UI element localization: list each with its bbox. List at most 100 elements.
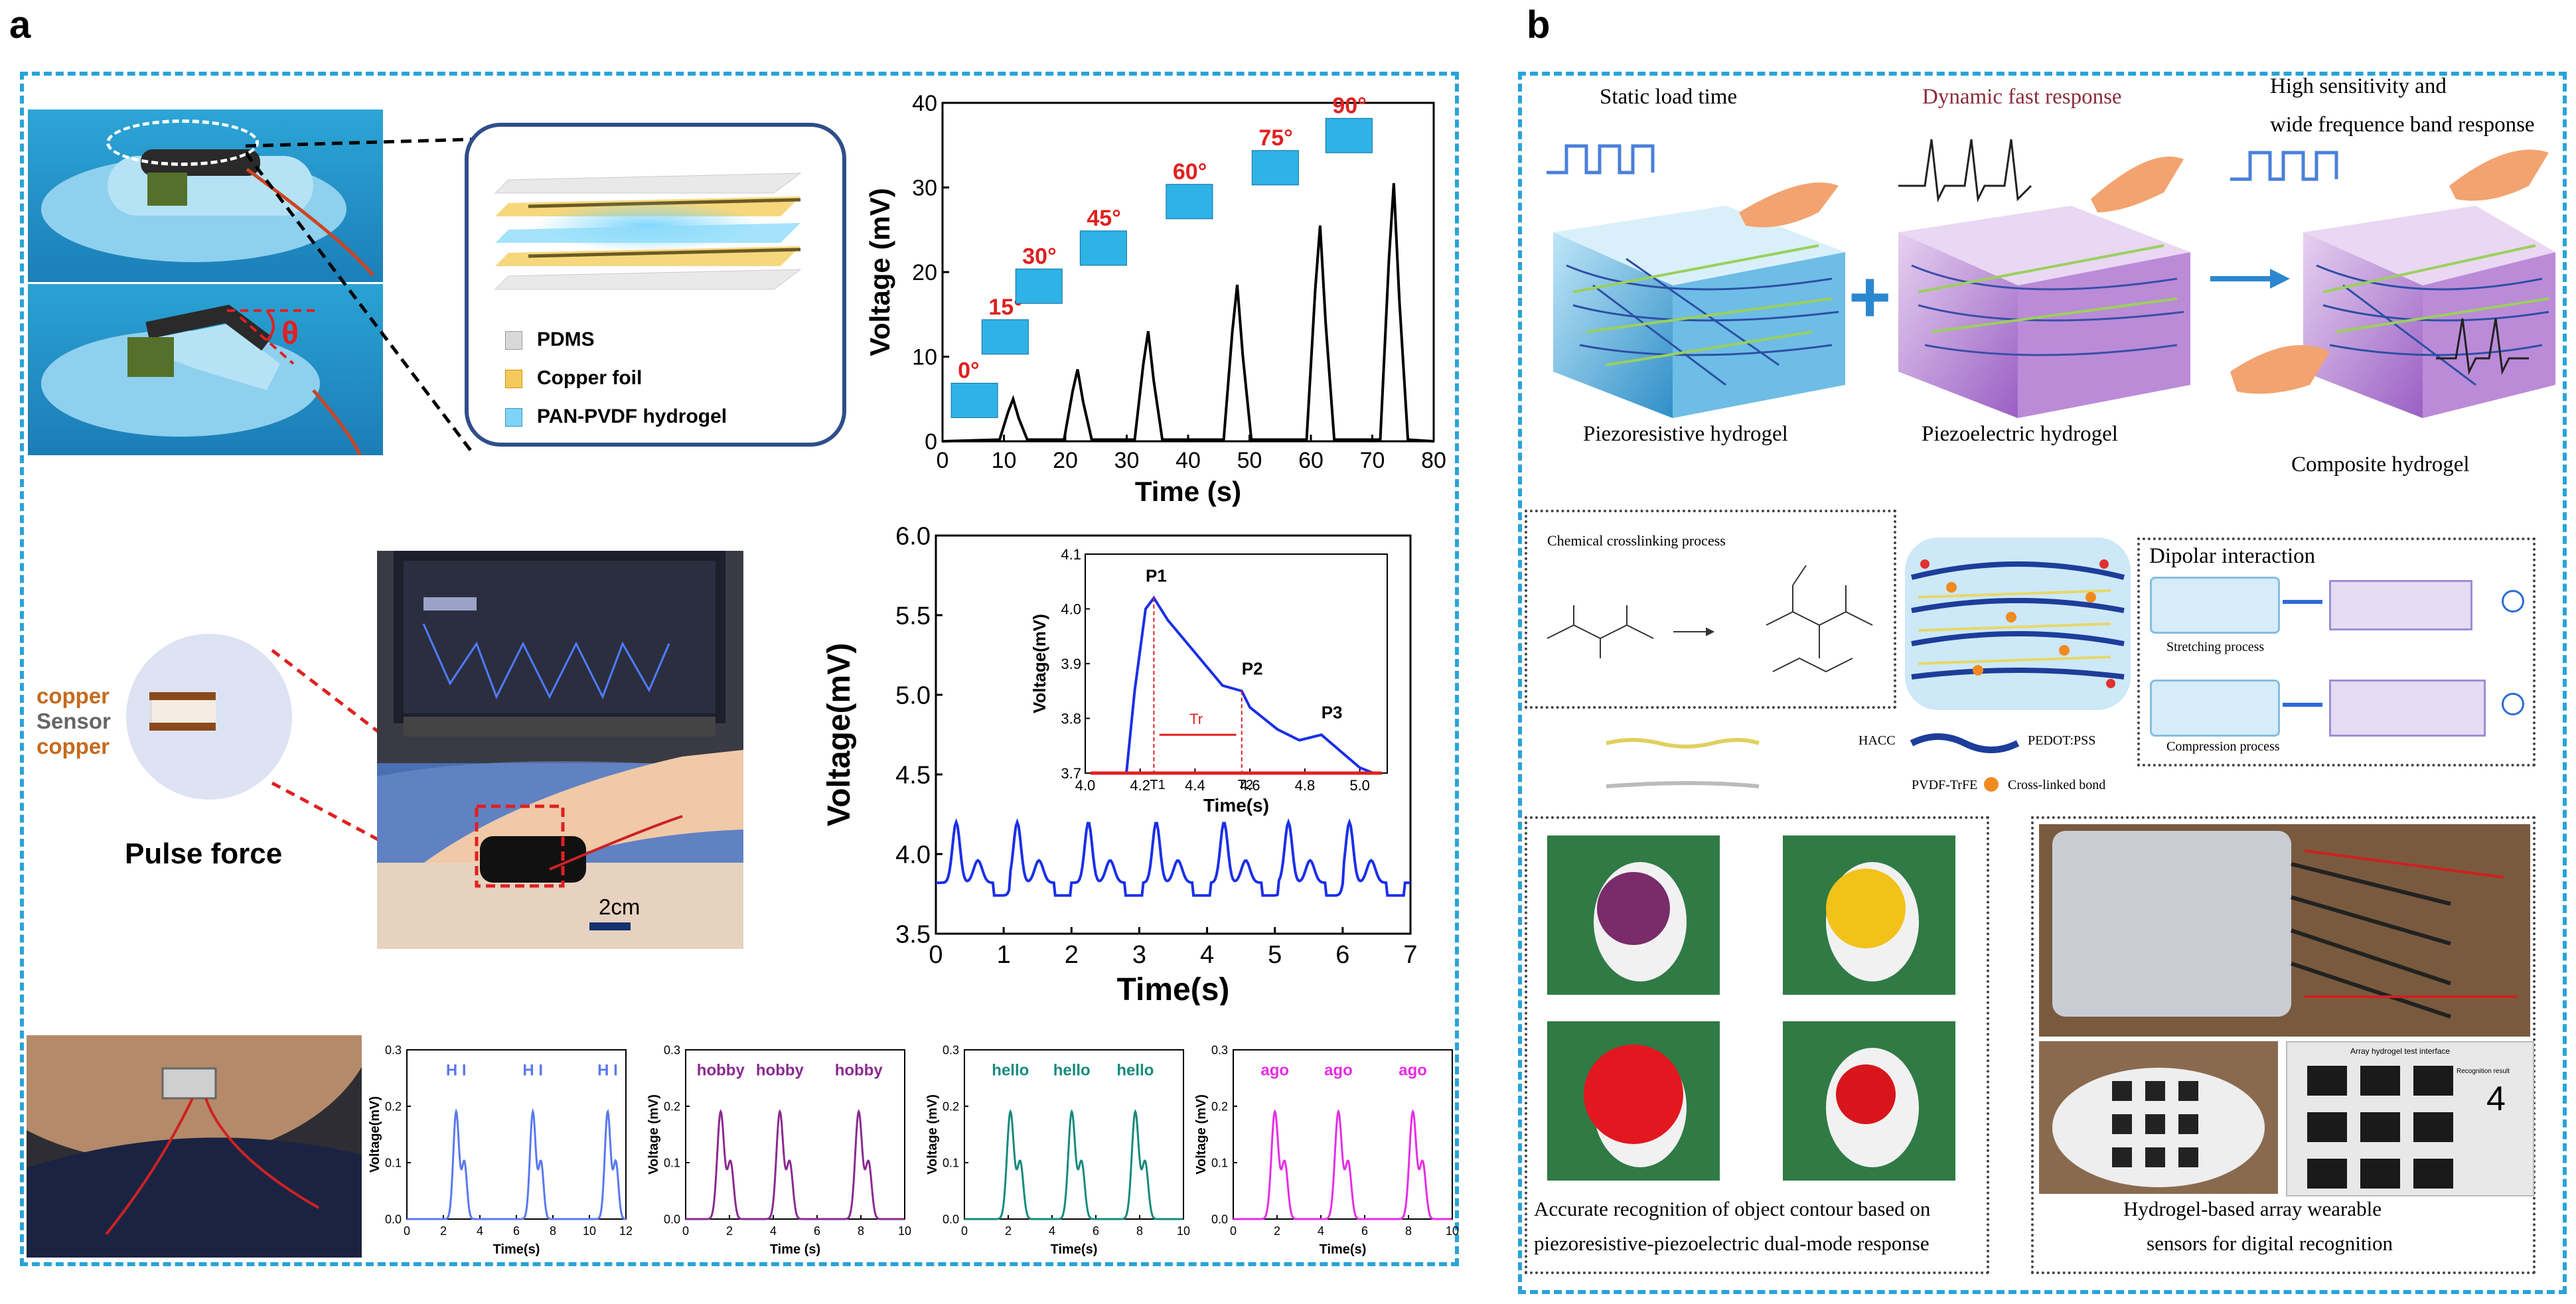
panel-a-frame (20, 72, 1459, 1266)
inset-x-tick-label: 4.6 (1240, 777, 1260, 794)
angle-label: 60° (1173, 159, 1207, 184)
throat-sensor-photo (27, 1035, 362, 1258)
object-caption-line1: Accurate recognition of object contour b… (1534, 1197, 1931, 1220)
x-tick-label: 10 (1446, 1224, 1459, 1238)
layer-structure-box: PDMS Copper foil PAN-PVDF hydrogel (465, 123, 846, 447)
panel-a-letter: a (9, 3, 31, 46)
chem-title: Chemical crosslinking process (1547, 532, 1726, 549)
pulse-series-line (935, 818, 1410, 897)
y-tick-label: 4.5 (895, 761, 931, 789)
y-tick-label: 0.2 (1211, 1100, 1228, 1113)
x-axis-label: Time (s) (1135, 476, 1241, 507)
y-axis-label: Voltage (mV) (926, 1094, 940, 1175)
caption-dynamic: Dynamic fast response (1922, 85, 2122, 109)
inset-x-axis-label: Time(s) (1203, 795, 1269, 816)
dipolar-interaction-box: Dipolar interaction Stretching process C… (2137, 538, 2536, 766)
x-axis-label: Time(s) (1320, 1242, 1367, 1257)
speech-series-line (407, 1108, 627, 1220)
x-tick-label: 20 (1053, 448, 1078, 473)
y-tick-label: 5.0 (895, 682, 931, 709)
plot-frame (1233, 1049, 1453, 1220)
bending-voltage-chart: 0 10 20 30 40 50 60 70 80 0 10 20 30 40 Time (s) Voltag… (864, 91, 1446, 507)
x-tick-label: 0 (961, 1224, 968, 1238)
inset-x-tick-label: 4.2 (1130, 777, 1150, 794)
y-tick-label: 0.0 (385, 1212, 402, 1226)
stack-label-copper-bottom: copper (37, 734, 110, 759)
legend-hacc: HACC (1858, 733, 1896, 748)
x-tick-label: 2 (440, 1224, 447, 1238)
compress-box-after (2329, 680, 2486, 737)
x-tick-label: 80 (1421, 448, 1446, 473)
speech-word-label: ago (1260, 1061, 1289, 1079)
bend-angle-photo (1079, 230, 1127, 266)
y-axis-label: Voltage (mV) (864, 188, 895, 356)
stack-label-copper-top: copper (37, 684, 110, 708)
y-tick-label: 4.0 (895, 841, 931, 869)
y-axis-label: Voltage(mV) (368, 1096, 382, 1173)
pulse-force-title: Pulse force (125, 837, 283, 870)
compress-arrow (2283, 703, 2322, 707)
inset-mark-t1: T1 (1150, 778, 1165, 792)
y-axis-label: Voltage(mV) (822, 643, 857, 826)
bend-angle-photo (1325, 117, 1373, 153)
chem-crosslink-box: Chemical crosslinking process (1525, 510, 1896, 709)
svg-text:+: + (1849, 256, 1891, 338)
inset-y-tick-label: 4.0 (1061, 601, 1081, 618)
panel-b-frame (1518, 72, 2567, 1294)
y-tick-label: 0.2 (664, 1100, 680, 1113)
material-legend (1606, 733, 2020, 792)
speech-chart-ago: 0 2 4 6 8 10 0.0 0.1 0.2 0.3 Time(s) Voltage (mV) ag… (1195, 1043, 1459, 1257)
sensor-array-photo (2039, 824, 2530, 1037)
pdms-swatch (505, 331, 522, 350)
x-tick-label: 6 (814, 1224, 820, 1238)
y-tick-label: 0.2 (943, 1100, 959, 1113)
recognized-digit: 4 (2486, 1080, 2506, 1118)
legend-pedot: PEDOT:PSS (2028, 733, 2096, 748)
y-tick-label: 0.0 (1211, 1212, 1228, 1226)
x-tick-label: 0 (937, 448, 949, 473)
bend-angle-photo (981, 319, 1029, 355)
y-tick-label: 0.1 (943, 1156, 959, 1169)
bend-angle-label: θ (281, 316, 299, 351)
bend-angle-photo (950, 382, 998, 418)
y-tick-label: 30 (912, 175, 937, 200)
x-tick-label: 4 (477, 1224, 483, 1238)
angle-label: 30° (1022, 244, 1056, 269)
pulse-measurement-photo (377, 551, 743, 949)
array-caption-line1: Hydrogel-based array wearable (2123, 1197, 2382, 1220)
x-tick-label: 10 (583, 1224, 596, 1238)
legend-pvdf: PVDF-TrFE (1912, 778, 1978, 792)
object-caption-line2: piezoresistive-piezoelectric dual-mode r… (1534, 1232, 1930, 1255)
angle-label: 45° (1087, 206, 1120, 231)
y-tick-label: 0.1 (1211, 1156, 1228, 1169)
x-tick-label: 40 (1175, 448, 1201, 473)
caption-static: Static load time (1600, 85, 1738, 109)
y-tick-label: 5.5 (895, 602, 931, 630)
x-tick-label: 4 (770, 1224, 777, 1238)
x-tick-label: 8 (1405, 1224, 1412, 1238)
x-tick-label: 6 (1361, 1224, 1368, 1238)
inset-point-label: P2 (1242, 659, 1263, 679)
y-tick-label: 0.0 (943, 1212, 959, 1226)
sensor-stack-icon (149, 692, 216, 732)
inset-x-tick-label: 5.0 (1349, 777, 1370, 794)
compress-box-before (2150, 680, 2280, 737)
copper-swatch (505, 370, 522, 388)
speech-word-label: hobby (697, 1061, 745, 1079)
stretch-box-before (2150, 577, 2280, 634)
inset-x-tick-label: 4.8 (1295, 777, 1316, 794)
voltmeter-icon (2502, 693, 2524, 715)
x-tick-label: 8 (550, 1224, 556, 1238)
y-tick-label: 0.3 (664, 1043, 680, 1056)
y-tick-label: 10 (912, 344, 937, 370)
speech-word-label: H I (446, 1061, 467, 1079)
dipolar-title: Dipolar interaction (2149, 544, 2316, 568)
legend-row-hydrogel: PAN-PVDF hydrogel (505, 403, 784, 432)
y-tick-label: 0.1 (664, 1156, 680, 1169)
pulse-voltage-chart: 0 1 2 3 4 5 6 7 3.5 4.0 4.5 5.0 5.5 6.0 Time(s) Voltage… (822, 522, 1418, 1005)
x-tick-label: 0 (404, 1224, 410, 1238)
y-tick-label: 0.2 (385, 1100, 402, 1113)
hydrogel-swatch (505, 408, 522, 427)
legend-row-pdms: PDMS (505, 326, 784, 355)
x-axis-label: Time(s) (1117, 972, 1230, 1005)
